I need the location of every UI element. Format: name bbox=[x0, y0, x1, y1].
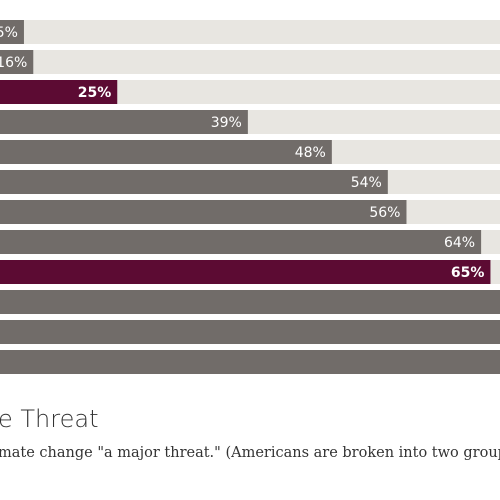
chart-subtitle: mate change "a major threat." (Americans… bbox=[0, 445, 500, 461]
bar bbox=[0, 20, 24, 44]
bar bbox=[0, 50, 34, 74]
bar bbox=[0, 80, 118, 104]
bar bbox=[0, 260, 491, 284]
value-label: 56% bbox=[369, 205, 400, 221]
bar bbox=[0, 110, 248, 134]
chart-title: e Threat bbox=[0, 405, 99, 433]
bar-track bbox=[0, 20, 500, 44]
value-label: 15% bbox=[0, 25, 18, 41]
value-label: 54% bbox=[351, 175, 382, 191]
bar bbox=[0, 200, 407, 224]
value-label: 25% bbox=[78, 85, 112, 101]
bar bbox=[0, 320, 500, 344]
value-label: 39% bbox=[211, 115, 242, 131]
bars: 15% 16% 25% 39% 48% 54% 56% 64% 65% bbox=[0, 20, 500, 374]
bar bbox=[0, 290, 500, 314]
bar-track bbox=[0, 50, 500, 74]
bar bbox=[0, 350, 500, 374]
bar bbox=[0, 230, 482, 254]
value-label: 65% bbox=[451, 265, 485, 281]
bar bbox=[0, 140, 332, 164]
value-label: 16% bbox=[0, 55, 27, 71]
bar bbox=[0, 170, 388, 194]
value-label: 48% bbox=[295, 145, 326, 161]
value-label: 64% bbox=[444, 235, 475, 251]
